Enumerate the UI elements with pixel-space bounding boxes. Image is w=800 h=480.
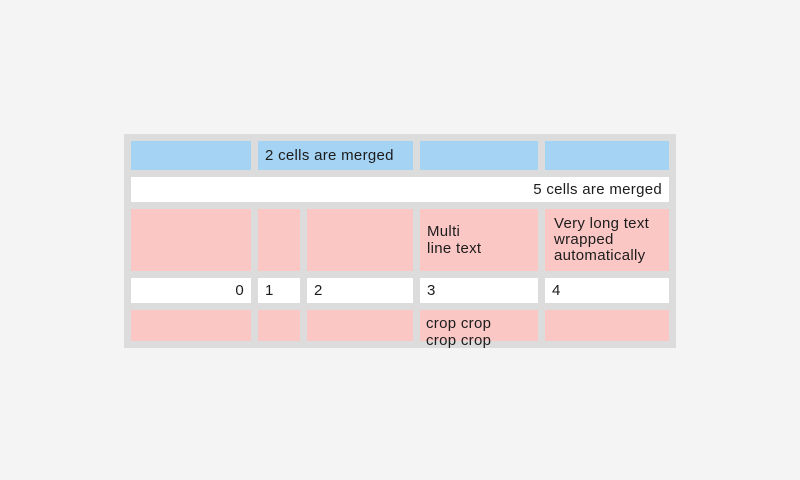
cell-r1c5[interactable] — [545, 141, 669, 170]
cell-r3c5-wrapped[interactable]: Very long text wrapped automatically — [545, 209, 669, 271]
cell-r5c3[interactable] — [307, 310, 413, 341]
cell-r1c4[interactable] — [420, 141, 538, 170]
cell-r3c3[interactable] — [307, 209, 413, 271]
cell-r1-merged-2cols[interactable]: 2 cells are merged — [258, 141, 413, 170]
cell-r4c2[interactable]: 1 — [258, 278, 300, 303]
cell-r5c2[interactable] — [258, 310, 300, 341]
cell-r5c1[interactable] — [131, 310, 251, 341]
cell-r3c4-multiline[interactable]: Multi line text — [420, 209, 538, 271]
cell-r1c1[interactable] — [131, 141, 251, 170]
cell-r3c1[interactable] — [131, 209, 251, 271]
cell-r4c5[interactable]: 4 — [545, 278, 669, 303]
cell-r5c5[interactable] — [545, 310, 669, 341]
table-grid: 2 cells are merged 5 cells are merged Mu… — [131, 141, 669, 348]
data-table: 2 cells are merged 5 cells are merged Mu… — [124, 134, 676, 348]
cell-r4c3[interactable]: 2 — [307, 278, 413, 303]
cell-r5c4-cropped-text[interactable]: crop crop crop crop — [420, 310, 538, 348]
cell-r2-merged-5cols[interactable]: 5 cells are merged — [131, 177, 669, 202]
cell-r4c4[interactable]: 3 — [420, 278, 538, 303]
cell-r3c2[interactable] — [258, 209, 300, 271]
cell-r4c1[interactable]: 0 — [131, 278, 251, 303]
